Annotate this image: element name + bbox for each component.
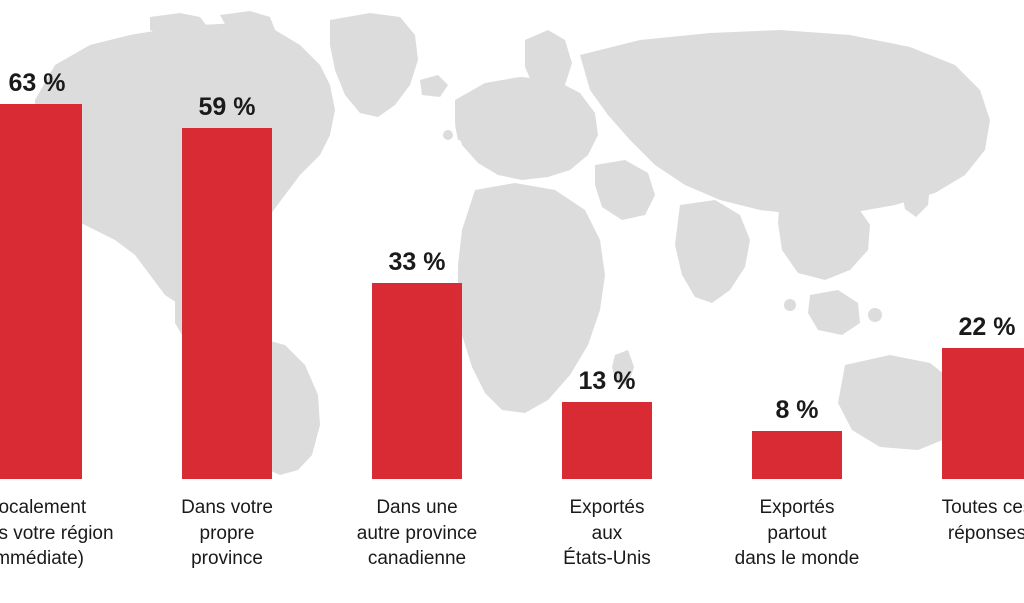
bar-column: 22 %Toutes cesréponses	[922, 313, 1024, 573]
bar-column: 59 %Dans votrepropreprovince	[162, 93, 292, 573]
bar-category-label: Dans uneautre provincecanadienne	[337, 495, 497, 573]
bar-column: 33 %Dans uneautre provincecanadienne	[352, 248, 482, 573]
bar-category-label: Exportéspartoutdans le monde	[717, 495, 877, 573]
bar-category-label: ExportésauxÉtats-Unis	[527, 495, 687, 573]
bar-value-label: 13 %	[579, 367, 636, 396]
bar	[182, 128, 272, 479]
bar-chart: 63 % Localement(dans votre régionimmédiat…	[0, 0, 1024, 603]
bar-value-label: 33 %	[389, 248, 446, 277]
bar-column: 63 %Localement(dans votre régionimmédiat…	[0, 69, 102, 573]
bar	[0, 104, 82, 479]
bar-value-label: 63 %	[9, 69, 66, 98]
bar-category-label: Dans votrepropreprovince	[147, 495, 307, 573]
bar-category-label: Localement(dans votre régionimmédiate)	[0, 495, 117, 573]
bar	[752, 431, 842, 479]
bar	[372, 283, 462, 479]
bar-value-label: 22 %	[959, 313, 1016, 342]
bar-value-label: 8 %	[775, 396, 818, 425]
bar	[562, 402, 652, 479]
bar-column: 8 %Exportéspartoutdans le monde	[732, 396, 862, 573]
bar-value-label: 59 %	[199, 93, 256, 122]
bar-column: 13 %ExportésauxÉtats-Unis	[542, 367, 672, 573]
bar-category-label: Toutes cesréponses	[907, 495, 1024, 573]
bar	[942, 348, 1024, 479]
